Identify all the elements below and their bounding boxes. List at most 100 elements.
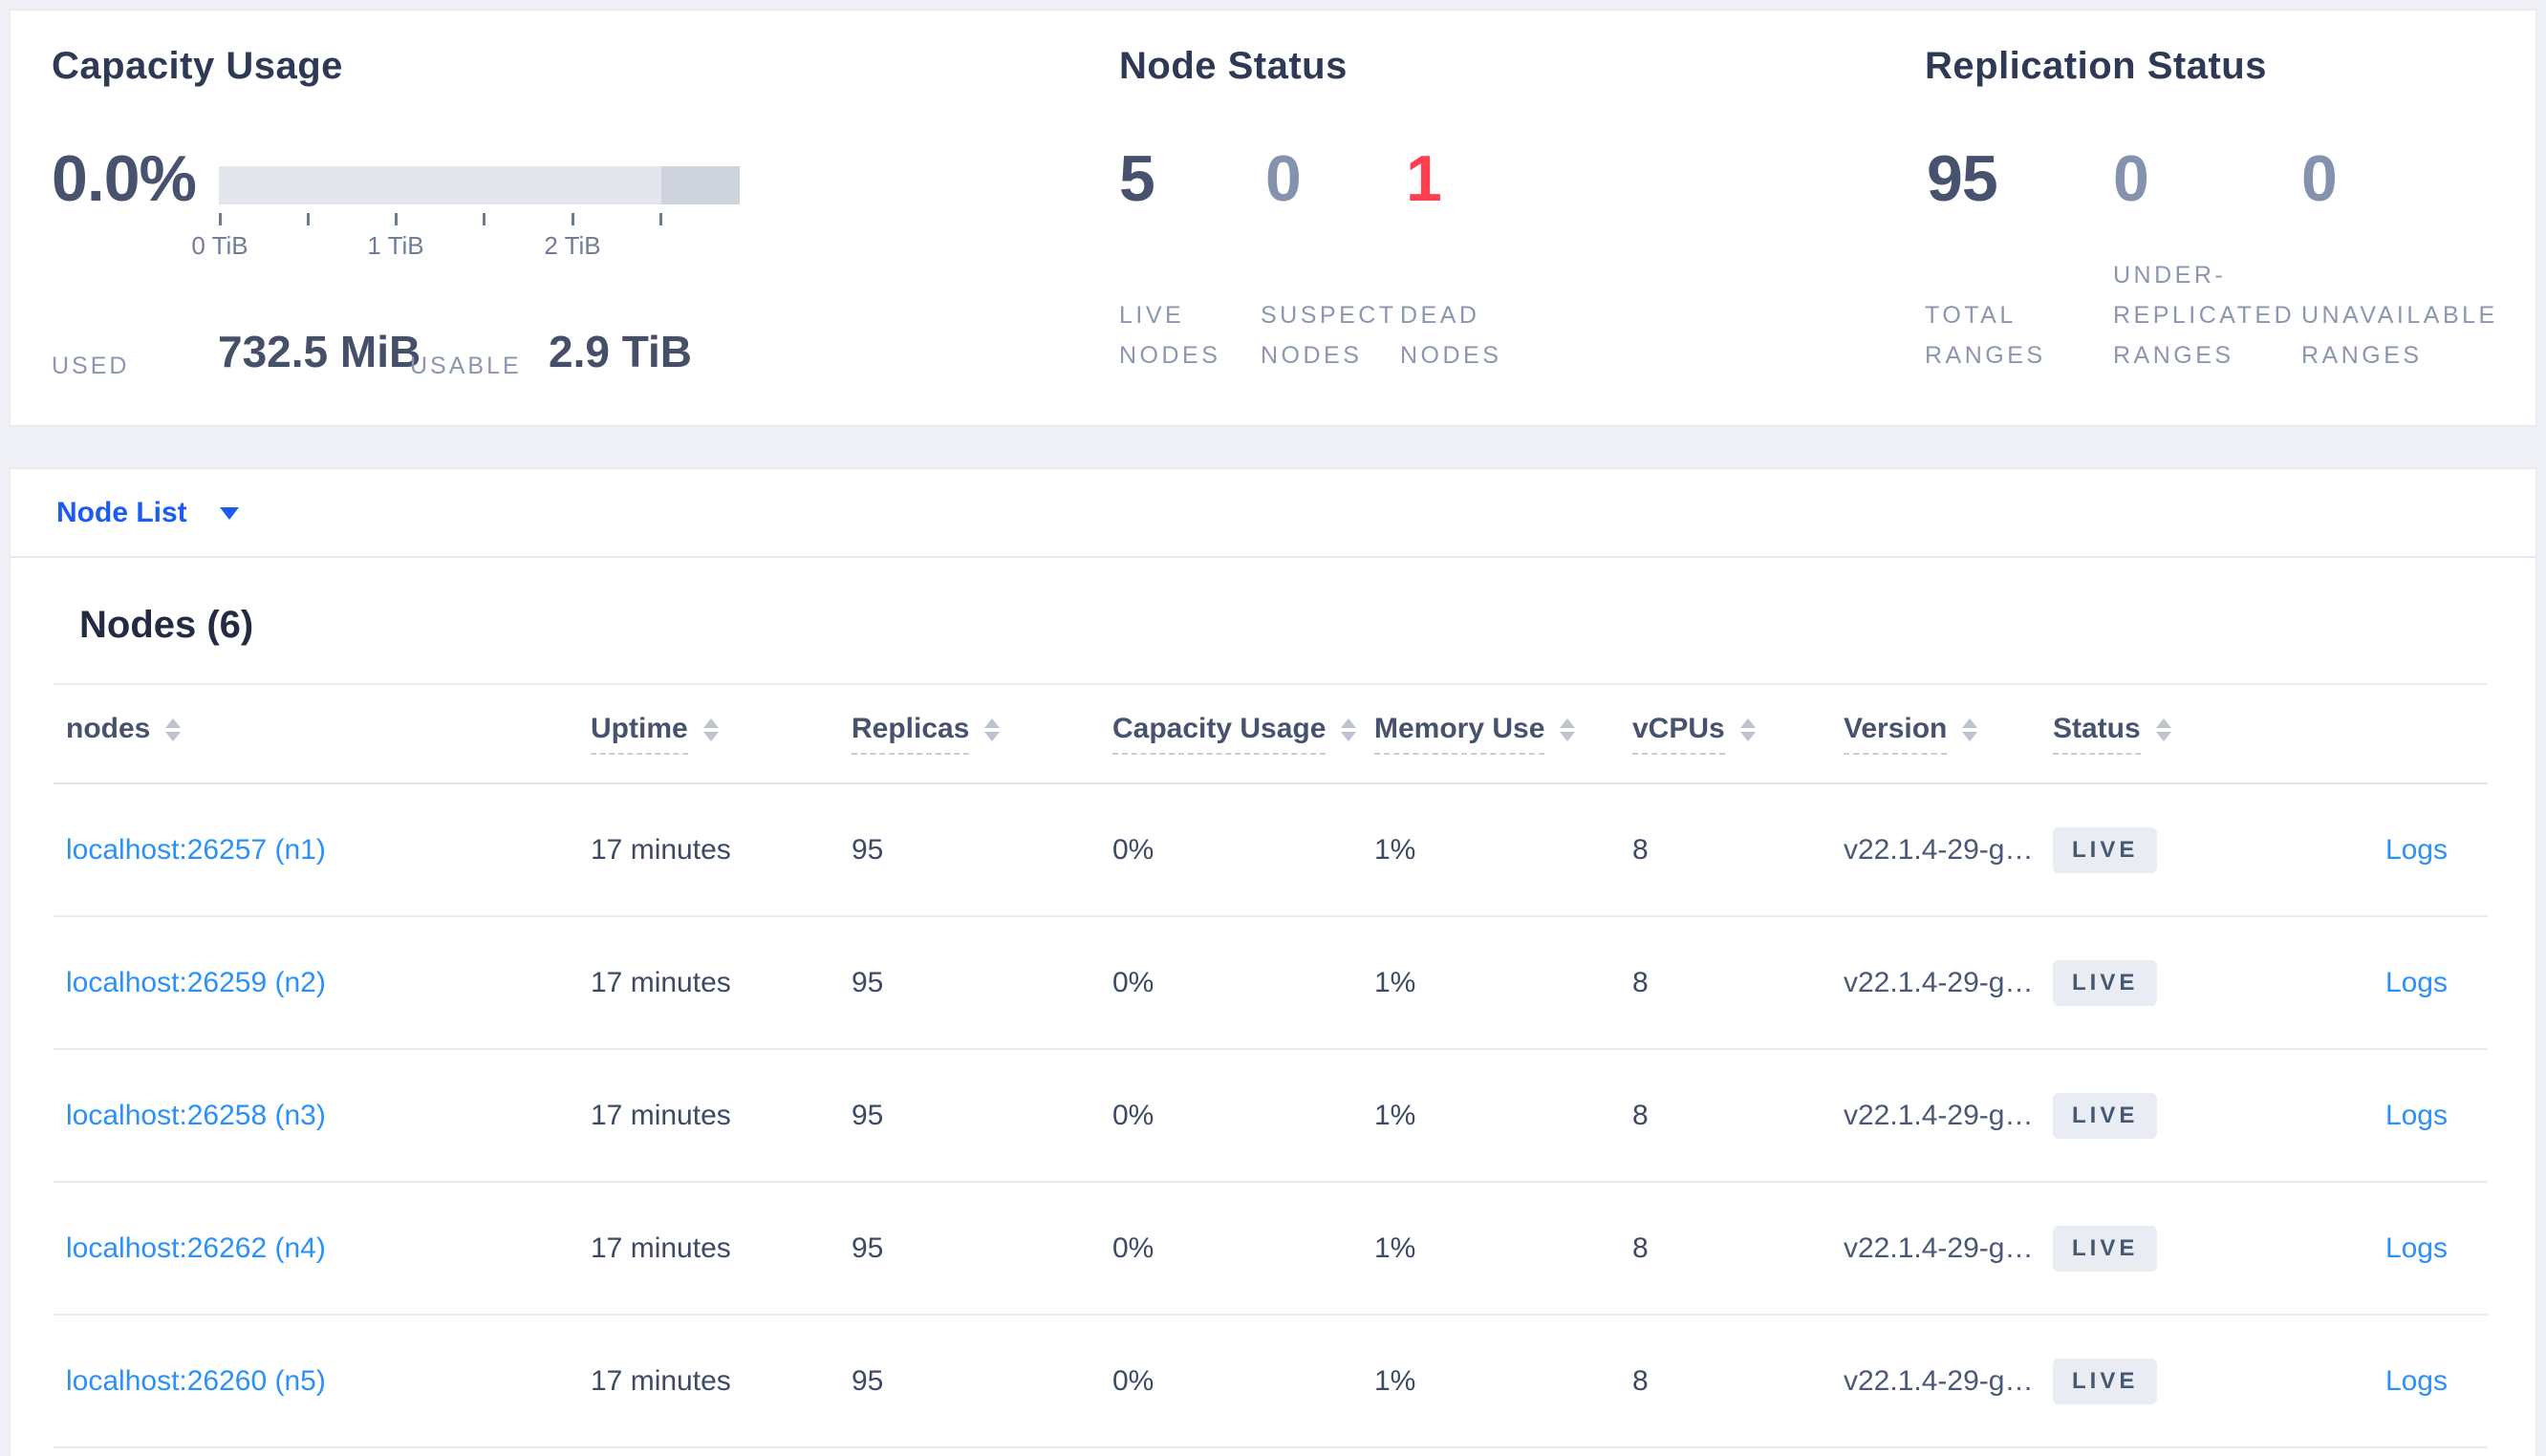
sort-icon[interactable] bbox=[1962, 718, 1978, 741]
status-badge: LIVE bbox=[2053, 1092, 2158, 1139]
capacity-cell: 0% bbox=[1112, 1364, 1154, 1397]
capacity-percent-value: 0.0% bbox=[52, 142, 197, 215]
usable-value: 2.9 TiB bbox=[549, 327, 692, 376]
used-label: USED bbox=[52, 353, 130, 379]
memory-cell: 1% bbox=[1374, 1099, 1416, 1131]
column-header-label: Version bbox=[1844, 713, 1948, 755]
gauge-tick bbox=[659, 213, 662, 225]
uptime-cell: 17 minutes bbox=[591, 966, 731, 998]
logs-link[interactable]: Logs bbox=[2384, 1364, 2448, 1397]
uptime-cell: 17 minutes bbox=[591, 1364, 731, 1397]
logs-link[interactable]: Logs bbox=[2384, 833, 2448, 866]
node-link[interactable]: localhost:26259 (n2) bbox=[66, 966, 326, 998]
cluster-summary-card: Capacity Usage 0.0% 0 TiB 1 TiB 2 TiB US… bbox=[10, 10, 2536, 426]
suspect-nodes-label: SUSPECT NODES bbox=[1261, 302, 1397, 369]
node-list-dropdown[interactable]: Node List bbox=[56, 496, 187, 528]
logs-link[interactable]: Logs bbox=[2384, 1099, 2448, 1131]
gauge-tick bbox=[307, 213, 310, 225]
table-header-row: nodes Uptime Replicas Capacity Usage Mem… bbox=[54, 685, 2488, 784]
uptime-cell: 17 minutes bbox=[591, 833, 731, 866]
node-link[interactable]: localhost:26262 (n4) bbox=[66, 1231, 326, 1264]
version-cell: v22.1.4-29-g… bbox=[1844, 1099, 2034, 1131]
table-row: localhost:26257 (n1) 17 minutes 95 0% 1%… bbox=[54, 784, 2488, 917]
replicas-cell: 95 bbox=[852, 1231, 884, 1264]
column-header-uptime[interactable]: Uptime bbox=[591, 713, 852, 755]
table-row: localhost:26258 (n3) 17 minutes 95 0% 1%… bbox=[54, 1050, 2488, 1183]
column-header-label: vCPUs bbox=[1632, 713, 1725, 755]
sort-icon[interactable] bbox=[984, 718, 1001, 741]
usable-label: USABLE bbox=[410, 353, 522, 379]
sort-icon[interactable] bbox=[1341, 718, 1357, 741]
column-header-label: Status bbox=[2053, 713, 2141, 755]
logs-link[interactable]: Logs bbox=[2384, 1231, 2448, 1264]
sort-icon[interactable] bbox=[1560, 718, 1576, 741]
memory-cell: 1% bbox=[1374, 833, 1416, 866]
total-ranges-count: 95 bbox=[1927, 142, 1998, 215]
node-list-dropdown-bar: Node List bbox=[10, 468, 2536, 557]
sort-icon[interactable] bbox=[165, 718, 182, 741]
uptime-cell: 17 minutes bbox=[591, 1099, 731, 1131]
column-header-label: Uptime bbox=[591, 713, 688, 755]
sort-icon[interactable] bbox=[702, 718, 719, 741]
version-cell: v22.1.4-29-g… bbox=[1844, 1364, 2034, 1397]
gauge-tick-label-1: 1 TiB bbox=[367, 231, 424, 260]
capacity-usage-summary: USED 732.5 MiB USABLE 2.9 TiB bbox=[11, 326, 871, 393]
table-row: localhost:26259 (n2) 17 minutes 95 0% 1%… bbox=[54, 917, 2488, 1050]
version-cell: v22.1.4-29-g… bbox=[1844, 833, 2034, 866]
column-header-replicas[interactable]: Replicas bbox=[852, 713, 1112, 755]
sort-icon[interactable] bbox=[1739, 718, 1756, 741]
table-row: localhost:26260 (n5) 17 minutes 95 0% 1%… bbox=[54, 1316, 2488, 1448]
unavailable-ranges-count: 0 bbox=[2301, 142, 2338, 215]
status-badge: LIVE bbox=[2053, 1358, 2158, 1404]
column-header-label: Memory Use bbox=[1374, 713, 1545, 755]
column-header-capacity-usage[interactable]: Capacity Usage bbox=[1112, 713, 1374, 755]
gauge-tick bbox=[395, 213, 398, 225]
status-badge: LIVE bbox=[2053, 826, 2158, 873]
nodes-section-title: Nodes (6) bbox=[79, 604, 254, 646]
gauge-tick bbox=[483, 213, 485, 225]
version-cell: v22.1.4-29-g… bbox=[1844, 1231, 2034, 1264]
column-header-label: Replicas bbox=[852, 713, 970, 755]
table-row: localhost:26262 (n4) 17 minutes 95 0% 1%… bbox=[54, 1183, 2488, 1316]
capacity-cell: 0% bbox=[1112, 1231, 1154, 1264]
live-nodes-count: 5 bbox=[1119, 142, 1155, 215]
gauge-tick bbox=[572, 213, 574, 225]
sort-icon[interactable] bbox=[2155, 718, 2171, 741]
column-header-nodes[interactable]: nodes bbox=[54, 713, 591, 755]
unavailable-ranges-label: UNAVAILABLE RANGES bbox=[2301, 302, 2498, 369]
node-link[interactable]: localhost:26257 (n1) bbox=[66, 833, 326, 866]
replicas-cell: 95 bbox=[852, 833, 884, 866]
under-replicated-ranges-label: UNDER- REPLICATED RANGES bbox=[2113, 262, 2296, 369]
replication-status-title: Replication Status bbox=[1925, 45, 2267, 87]
version-cell: v22.1.4-29-g… bbox=[1844, 966, 2034, 998]
column-header-status[interactable]: Status bbox=[2053, 713, 2254, 755]
memory-cell: 1% bbox=[1374, 1231, 1416, 1264]
used-value: 732.5 MiB bbox=[218, 327, 421, 376]
vcpus-cell: 8 bbox=[1632, 966, 1649, 998]
capacity-gauge: 0 TiB 1 TiB 2 TiB bbox=[191, 166, 740, 271]
capacity-cell: 0% bbox=[1112, 833, 1154, 866]
live-nodes-label: LIVE NODES bbox=[1119, 302, 1221, 369]
under-replicated-ranges-count: 0 bbox=[2113, 142, 2149, 215]
logs-link[interactable]: Logs bbox=[2384, 966, 2448, 998]
node-link[interactable]: localhost:26258 (n3) bbox=[66, 1099, 326, 1131]
nodes-table: nodes Uptime Replicas Capacity Usage Mem… bbox=[54, 683, 2488, 1448]
column-header-version[interactable]: Version bbox=[1844, 713, 2053, 755]
column-header-memory-use[interactable]: Memory Use bbox=[1374, 713, 1632, 755]
vcpus-cell: 8 bbox=[1632, 1231, 1649, 1264]
replicas-cell: 95 bbox=[852, 1364, 884, 1397]
chevron-down-icon[interactable] bbox=[219, 507, 239, 520]
column-header-vcpus[interactable]: vCPUs bbox=[1632, 713, 1844, 755]
capacity-cell: 0% bbox=[1112, 1099, 1154, 1131]
dead-nodes-count: 1 bbox=[1406, 142, 1442, 215]
node-link[interactable]: localhost:26260 (n5) bbox=[66, 1364, 326, 1397]
capacity-cell: 0% bbox=[1112, 966, 1154, 998]
memory-cell: 1% bbox=[1374, 966, 1416, 998]
nodes-table-card: Nodes (6) nodes Uptime Replicas Capacity… bbox=[10, 557, 2536, 1456]
vcpus-cell: 8 bbox=[1632, 833, 1649, 866]
uptime-cell: 17 minutes bbox=[591, 1231, 731, 1264]
gauge-tick bbox=[219, 213, 222, 225]
capacity-gauge-reserved-segment bbox=[661, 166, 740, 204]
gauge-tick-label-2: 2 TiB bbox=[544, 231, 601, 260]
status-badge: LIVE bbox=[2053, 1225, 2158, 1272]
